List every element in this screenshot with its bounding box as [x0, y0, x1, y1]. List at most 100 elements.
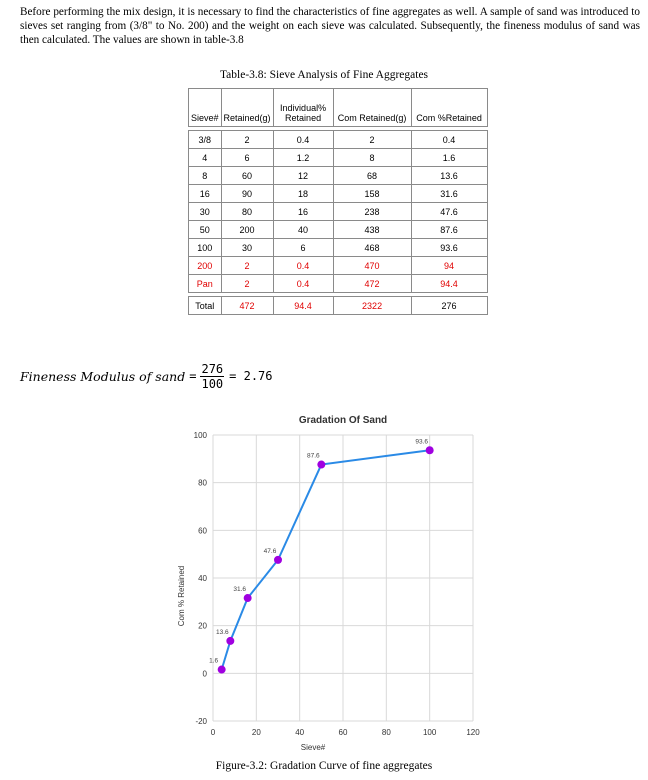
fineness-numerator: 276: [200, 361, 225, 377]
cell-sieve: 4: [188, 148, 222, 167]
gradation-chart: -20 0 20 40 60 80 100 0 20 40 60 80 100 120 Gradation …: [177, 415, 480, 752]
cell-retained: 200: [220, 220, 274, 239]
cell-sieve: 8: [188, 166, 222, 185]
cell-sieve: 16: [188, 184, 222, 203]
fineness-fraction: 276 100: [200, 361, 225, 391]
cell-com-pct: 1.6: [410, 148, 488, 167]
table-header-row: Sieve# Retained(g) Individual% Retained …: [188, 88, 488, 127]
fineness-modulus-formula: Fineness Modulus of sand = 276 100 = 2.7…: [20, 356, 273, 396]
data-label: 93.6: [415, 438, 428, 445]
cell-com-retained: 68: [332, 166, 412, 185]
table-row: 16 90 18 158 31.6: [188, 184, 488, 203]
y-tick-label: -20: [195, 717, 207, 726]
cell-retained: 90: [220, 184, 274, 203]
table-row: 30 80 16 238 47.6: [188, 202, 488, 221]
header-com-retained: Com Retained(g): [332, 88, 412, 127]
data-label: 87.6: [307, 453, 320, 460]
cell-individual: 16: [272, 202, 334, 221]
header-individual-bottom: Retained: [285, 113, 322, 123]
cell-com-pct: 13.6: [410, 166, 488, 185]
cell-sieve: 200: [188, 256, 222, 275]
cell-retained: 30: [220, 238, 274, 257]
cell-com-pct: 94: [410, 256, 488, 275]
cell-com-retained: 472: [332, 274, 412, 293]
data-point: [425, 446, 434, 455]
fineness-equals: =: [189, 369, 197, 383]
cell-individual: 0.4: [272, 256, 334, 275]
cell-com-retained: 158: [332, 184, 412, 203]
data-label: 13.6: [216, 629, 229, 636]
y-tick-label: 100: [194, 431, 208, 440]
table-row: Pan 2 0.4 472 94.4: [188, 274, 488, 293]
x-tick-label: 0: [211, 728, 216, 737]
header-sieve: Sieve#: [188, 88, 222, 127]
x-tick-label: 40: [295, 728, 304, 737]
x-tick-label: 120: [466, 728, 480, 737]
cell-sieve: 30: [188, 202, 222, 221]
total-row: Total 472 94.4 2322 276: [188, 296, 488, 315]
y-tick-label: 40: [198, 574, 207, 583]
header-individual-top: Individual%: [280, 103, 327, 113]
cell-retained: 2: [220, 256, 274, 275]
table-body: 3/8 2 0.4 2 0.4 4 6 1.2 8 1.6 8 60 12 68 13.6 16 90 18 158…: [188, 130, 488, 293]
x-tick-label: 100: [423, 728, 437, 737]
cell-retained: 60: [220, 166, 274, 185]
data-point: [226, 636, 235, 645]
table-row: 8 60 12 68 13.6: [188, 166, 488, 185]
total-label: Total: [188, 296, 222, 315]
cell-sieve: 3/8: [188, 130, 222, 149]
x-tick-label: 60: [339, 728, 348, 737]
y-tick-label: 20: [198, 622, 207, 631]
cell-com-retained: 438: [332, 220, 412, 239]
fineness-denominator: 100: [201, 376, 224, 391]
y-tick-label: 0: [203, 669, 208, 678]
sieve-table-wrap: Sieve# Retained(g) Individual% Retained …: [188, 88, 488, 315]
cell-individual: 12: [272, 166, 334, 185]
total-individual: 94.4: [272, 296, 334, 315]
y-axis-label: Com % Retained: [177, 566, 186, 626]
table-row: 3/8 2 0.4 2 0.4: [188, 130, 488, 149]
cell-retained: 2: [220, 274, 274, 293]
data-point: [217, 665, 226, 674]
data-label: 47.6: [264, 548, 277, 555]
cell-com-pct: 47.6: [410, 202, 488, 221]
table-row: 4 6 1.2 8 1.6: [188, 148, 488, 167]
cell-retained: 2: [220, 130, 274, 149]
table-row: 200 2 0.4 470 94: [188, 256, 488, 275]
cell-com-retained: 468: [332, 238, 412, 257]
x-tick-label: 20: [252, 728, 261, 737]
fineness-label: Fineness Modulus of sand: [20, 368, 186, 384]
cell-sieve: 50: [188, 220, 222, 239]
data-point: [274, 555, 282, 564]
figure-caption: Figure-3.2: Gradation Curve of fine aggr…: [215, 760, 433, 772]
cell-individual: 0.4: [272, 274, 334, 293]
cell-individual: 18: [272, 184, 334, 203]
cell-com-pct: 31.6: [410, 184, 488, 203]
total-com-pct: 276: [410, 296, 488, 315]
cell-com-retained: 2: [332, 130, 412, 149]
header-individual: Individual% Retained: [272, 88, 334, 127]
series-line: [220, 449, 430, 670]
y-tick-label: 80: [198, 479, 207, 488]
total-retained: 472: [220, 296, 274, 315]
cell-retained: 6: [220, 148, 274, 167]
intro-paragraph: Before performing the mix design, it is …: [20, 6, 640, 46]
cell-individual: 40: [272, 220, 334, 239]
cell-sieve: 100: [188, 238, 222, 257]
header-retained: Retained(g): [220, 88, 274, 127]
cell-com-pct: 87.6: [410, 220, 488, 239]
cell-com-retained: 238: [332, 202, 412, 221]
cell-com-pct: 94.4: [410, 274, 488, 293]
total-com-retained: 2322: [332, 296, 412, 315]
cell-retained: 80: [220, 202, 274, 221]
data-label: 1.6: [209, 658, 218, 665]
cell-individual: 1.2: [272, 148, 334, 167]
chart-title: Gradation Of Sand: [299, 415, 387, 426]
x-axis-label: Sieve#: [301, 743, 326, 752]
cell-com-retained: 8: [332, 148, 412, 167]
sieve-analysis-table: Sieve# Retained(g) Individual% Retained …: [188, 88, 488, 315]
header-com-pct: Com %Retained: [410, 88, 488, 127]
data-point: [317, 460, 326, 469]
cell-individual: 6: [272, 238, 334, 257]
data-point: [243, 594, 252, 603]
